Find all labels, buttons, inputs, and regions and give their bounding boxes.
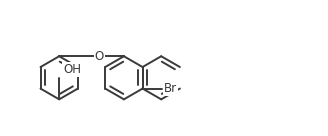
Text: OH: OH <box>63 63 81 76</box>
Text: Br: Br <box>164 82 177 95</box>
Text: O: O <box>95 50 104 63</box>
